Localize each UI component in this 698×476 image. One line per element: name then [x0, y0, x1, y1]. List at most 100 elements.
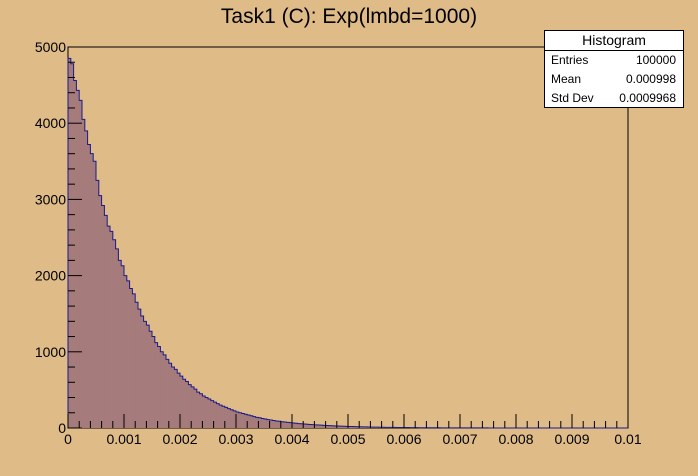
- histogram-bar: [325, 425, 329, 428]
- histogram-bar: [236, 411, 240, 428]
- histogram-bar: [152, 336, 156, 428]
- histogram-bar: [124, 275, 128, 428]
- histogram-bar: [185, 381, 189, 428]
- histogram-bar: [292, 422, 296, 428]
- histogram-bar: [227, 408, 231, 428]
- histogram-bar: [73, 80, 77, 428]
- histogram-bar: [82, 119, 86, 428]
- y-tick-label: 3000: [35, 191, 66, 207]
- histogram-bar: [241, 413, 245, 428]
- y-tick-label: 0: [58, 420, 66, 436]
- histogram-bar: [275, 420, 279, 428]
- stats-mean-label: Mean: [551, 72, 582, 86]
- histogram-bar: [188, 384, 192, 428]
- histogram-bar: [306, 424, 310, 428]
- x-tick-label: 0.002: [162, 431, 197, 447]
- histogram-bar: [364, 426, 368, 428]
- histogram-bar: [314, 424, 318, 428]
- histogram-bar: [269, 419, 273, 428]
- histogram-bar: [258, 417, 262, 428]
- histogram-bar: [146, 325, 150, 428]
- histogram-bar: [278, 421, 282, 428]
- histogram-bar: [87, 144, 91, 428]
- stats-row-std: Std Dev 0.0009968: [545, 89, 683, 108]
- histogram-bar: [126, 280, 130, 428]
- histogram-bar: [115, 248, 119, 428]
- histogram-bar: [93, 161, 97, 429]
- histogram-bar: [261, 418, 265, 428]
- histogram-bar: [79, 100, 83, 428]
- histogram-bar: [311, 424, 315, 428]
- x-tick-label: 0: [64, 431, 72, 447]
- histogram-bar: [154, 342, 158, 428]
- histogram-bar: [244, 414, 248, 428]
- histogram-bar: [331, 425, 335, 428]
- histogram-bar: [233, 410, 237, 428]
- stats-row-mean: Mean 0.000998: [545, 70, 683, 89]
- histogram-bar: [353, 426, 357, 428]
- histogram-bar: [334, 425, 338, 428]
- histogram-bar: [264, 419, 268, 428]
- histogram-bar: [90, 153, 94, 428]
- histogram-bar: [174, 369, 178, 428]
- axes: 0 1000 2000 3000 4000 5000 0 0.001 0.002 0.003 0.0…: [35, 39, 642, 447]
- histogram-bar: [308, 424, 312, 428]
- stats-std-value: 0.0009968: [619, 91, 676, 105]
- histogram-bar: [216, 403, 220, 428]
- histogram-bar: [171, 367, 175, 428]
- histogram-bar: [112, 239, 116, 428]
- histogram-bar: [121, 265, 125, 428]
- x-tick-label: 0.006: [386, 431, 421, 447]
- histogram-bar: [238, 412, 242, 428]
- histogram-bar: [96, 180, 100, 428]
- histogram-bar: [160, 351, 164, 428]
- histogram-bar: [222, 406, 226, 428]
- histogram-bar: [84, 130, 88, 428]
- x-tick-label: 0.01: [614, 431, 641, 447]
- histogram-bar: [297, 423, 301, 428]
- histogram-bar: [362, 426, 366, 428]
- histogram-bar: [149, 331, 153, 428]
- x-tick-label: 0.009: [554, 431, 589, 447]
- histogram-bar: [118, 260, 122, 428]
- histogram-bar: [247, 415, 251, 428]
- histogram-bar: [177, 373, 181, 428]
- x-tick-label: 0.007: [442, 431, 477, 447]
- histogram-bar: [135, 302, 139, 428]
- histogram-bar: [294, 423, 298, 428]
- histogram-bar: [98, 195, 102, 428]
- histogram-bar: [283, 422, 287, 428]
- histogram-bar: [205, 397, 209, 428]
- x-tick-label: 0.001: [106, 431, 141, 447]
- y-tick-label: 1000: [35, 344, 66, 360]
- histogram-bar: [76, 90, 80, 429]
- histogram-bar: [213, 402, 217, 428]
- stats-box-title: Histogram: [545, 31, 683, 51]
- histogram-bar: [289, 422, 293, 428]
- histogram-bar: [345, 426, 349, 428]
- x-tick-label: 0.008: [498, 431, 533, 447]
- histogram-bar: [180, 376, 184, 428]
- histogram-bar: [336, 426, 340, 428]
- histogram-bar: [196, 392, 200, 428]
- histogram-bar: [350, 426, 354, 428]
- histogram-bar: [339, 426, 343, 428]
- histogram-bar: [168, 363, 172, 428]
- histogram-bar: [199, 393, 203, 428]
- histogram-bar: [328, 425, 332, 428]
- histogram-bar: [138, 309, 142, 428]
- histogram-bar: [356, 426, 360, 428]
- histogram-bar: [101, 205, 105, 428]
- histogram-bar: [359, 426, 363, 428]
- histogram-bar: [280, 421, 284, 428]
- histogram-bar: [303, 424, 307, 428]
- histogram-bar: [219, 405, 223, 428]
- histogram-bar: [300, 423, 304, 428]
- histogram-bar: [230, 409, 234, 428]
- y-tick-label: 5000: [35, 39, 66, 55]
- stats-row-entries: Entries 100000: [545, 51, 683, 70]
- histogram-bar: [182, 379, 186, 428]
- chart-title: Task1 (C): Exp(lmbd=1000): [221, 5, 477, 28]
- y-tick-label: 4000: [35, 115, 66, 131]
- histogram-bar: [286, 422, 290, 428]
